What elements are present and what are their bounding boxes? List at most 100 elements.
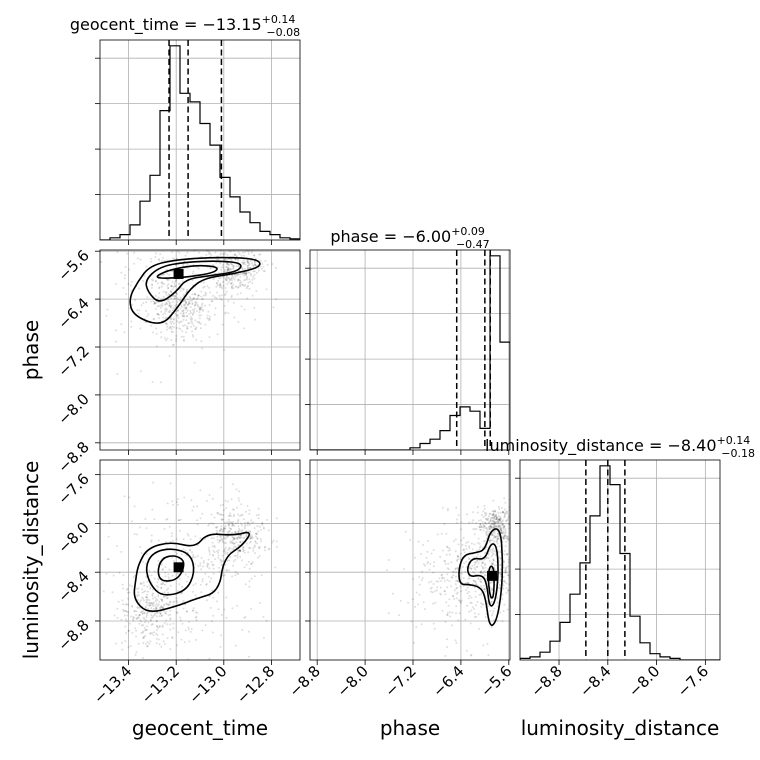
sample-point: [234, 258, 237, 261]
sample-point: [220, 513, 223, 516]
sample-point: [188, 321, 191, 324]
sample-point: [232, 539, 234, 542]
sample-point: [246, 285, 249, 288]
sample-point: [238, 253, 241, 256]
sample-point: [235, 285, 238, 288]
sample-point: [511, 512, 513, 514]
sample-point: [184, 303, 187, 306]
sample-point: [472, 511, 475, 514]
sample-point: [239, 529, 242, 532]
sample-point: [424, 564, 426, 567]
sample-point: [256, 542, 259, 545]
sample-point: [208, 567, 211, 570]
sample-point: [455, 612, 458, 615]
x-tick-label: −5.6: [477, 662, 515, 700]
sample-point: [168, 304, 171, 306]
sample-point: [499, 517, 502, 520]
sample-point: [213, 313, 216, 316]
sample-point: [196, 505, 199, 508]
sample-point: [443, 590, 446, 593]
sample-point: [448, 598, 451, 601]
panel-luminosity_distance-vs-geocent_time: −13.4 −13.2 −13.0 −12.8−8.8−8.4−8.0−7.6: [54, 459, 301, 707]
sample-point: [159, 612, 162, 615]
sample-point: [245, 272, 247, 275]
sample-point: [418, 593, 421, 596]
sample-point: [176, 644, 179, 647]
sample-point: [189, 299, 192, 302]
sample-point: [242, 537, 245, 540]
sample-point: [136, 309, 139, 312]
sample-point: [145, 599, 148, 602]
contour-level-3: [157, 555, 185, 582]
sample-point: [224, 287, 227, 289]
sample-point: [215, 285, 218, 288]
sample-point: [145, 576, 148, 578]
sample-point: [185, 307, 188, 310]
sample-point: [221, 554, 224, 557]
sample-point: [208, 549, 210, 552]
sample-point: [238, 537, 241, 540]
sample-point: [155, 327, 158, 330]
sample-point: [263, 270, 266, 273]
sample-point: [493, 540, 496, 543]
sample-point: [224, 278, 227, 281]
sample-point: [250, 537, 253, 540]
sample-point: [215, 529, 218, 532]
sample-point: [472, 571, 474, 573]
sample-point: [161, 245, 163, 247]
sample-point: [478, 546, 481, 549]
sample-point: [503, 535, 506, 538]
sample-point: [244, 510, 247, 513]
sample-point: [144, 309, 147, 312]
sample-point: [224, 251, 226, 254]
sample-point: [232, 521, 235, 524]
sample-point: [257, 517, 260, 520]
sample-point: [161, 614, 164, 617]
sample-point: [194, 582, 197, 585]
sample-point: [253, 270, 256, 273]
sample-point: [435, 589, 438, 592]
sample-point: [455, 587, 458, 590]
sample-point: [115, 283, 118, 285]
sample-point: [232, 284, 235, 286]
sample-point: [479, 585, 482, 588]
sample-point: [165, 316, 168, 319]
sample-point: [167, 603, 170, 606]
plot-area: [385, 497, 523, 657]
sample-point: [511, 582, 513, 584]
sample-point: [521, 580, 523, 582]
sample-point: [144, 605, 147, 608]
sample-point: [454, 568, 457, 571]
sample-point: [251, 278, 254, 281]
sample-point: [143, 635, 145, 638]
sample-point: [243, 285, 246, 288]
sample-point: [514, 573, 516, 575]
sample-point: [477, 588, 480, 591]
sample-point: [490, 626, 493, 629]
sample-point: [139, 619, 142, 622]
sample-point: [194, 563, 197, 566]
sample-point: [246, 297, 249, 300]
sample-point: [484, 521, 486, 524]
sample-point: [481, 586, 483, 589]
sample-point: [152, 607, 155, 610]
sample-point: [115, 545, 118, 548]
sample-point: [127, 597, 130, 600]
sample-point: [487, 553, 490, 556]
sample-point: [511, 539, 513, 541]
sample-point: [192, 590, 195, 593]
sample-point: [480, 593, 483, 596]
sample-point: [102, 590, 105, 593]
sample-point: [153, 302, 156, 305]
sample-point: [107, 535, 110, 538]
sample-point: [169, 326, 172, 329]
sample-point: [240, 246, 242, 248]
sample-point: [218, 294, 221, 297]
sample-point: [153, 613, 156, 616]
sample-point: [200, 314, 202, 317]
sample-point: [491, 563, 494, 566]
sample-point: [463, 551, 466, 554]
sample-point: [155, 597, 158, 600]
sample-point: [176, 611, 179, 614]
sample-point: [176, 313, 179, 316]
